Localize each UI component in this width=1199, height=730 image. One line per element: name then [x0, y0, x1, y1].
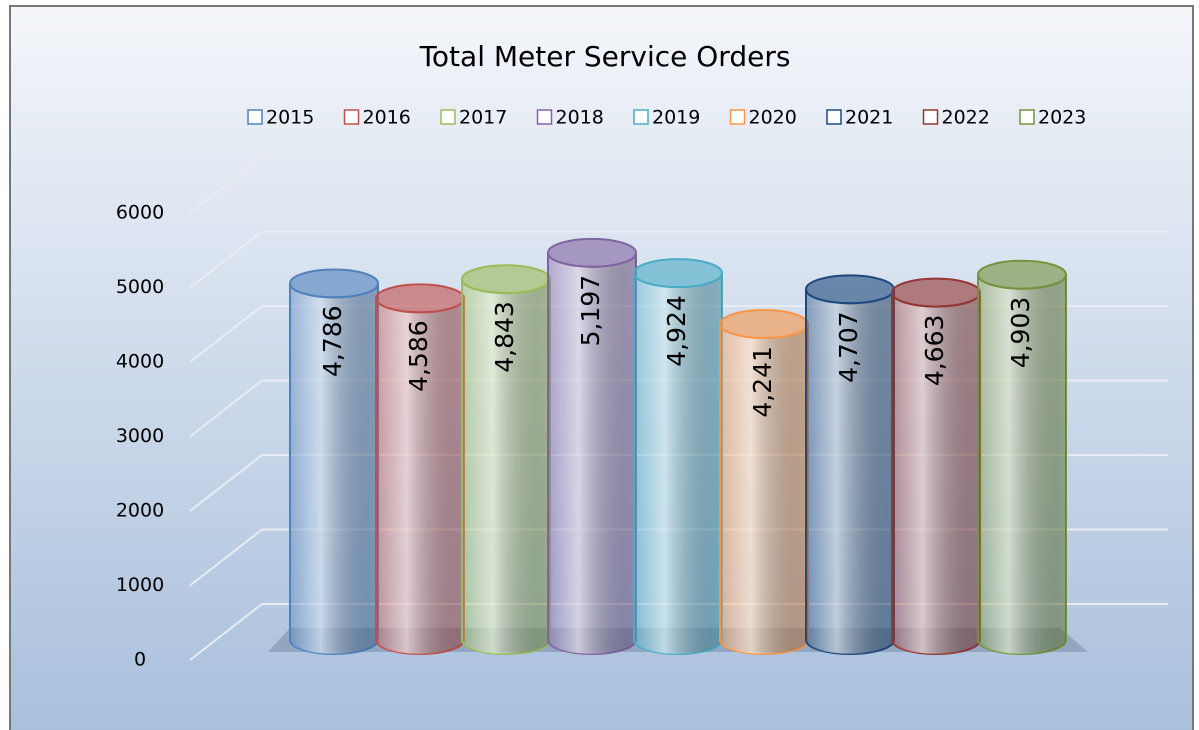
legend-label: 2016 — [363, 107, 411, 129]
cylinder-shine — [462, 279, 550, 654]
legend-swatch — [729, 109, 746, 125]
y-tick-label: 1000 — [116, 574, 164, 596]
cylinder-shine — [978, 274, 1066, 654]
cylinder-top — [891, 277, 981, 308]
cylinder: 5,197 — [547, 237, 637, 655]
legend-swatch — [343, 109, 360, 125]
cylinder-shine — [548, 252, 636, 655]
data-label: 4,586 — [404, 320, 433, 392]
cylinder: 4,843 — [461, 264, 551, 655]
legend-swatch — [440, 109, 456, 125]
y-tick-label: 0 — [134, 649, 146, 671]
y-tick-label: 2000 — [116, 500, 164, 522]
cylinder-top — [375, 283, 465, 314]
cylinder-shine — [720, 324, 808, 654]
legend-swatch — [922, 109, 939, 125]
cylinder: 4,707 — [805, 274, 895, 655]
legend-swatch — [247, 109, 263, 125]
legend-swatch — [536, 109, 553, 125]
data-label: 4,786 — [318, 305, 347, 377]
cylinder: 4,903 — [977, 259, 1067, 655]
cylinder-top — [805, 274, 895, 305]
cylinder-shine — [376, 298, 465, 654]
cylinder: 4,924 — [633, 258, 723, 655]
cylinder-shine — [806, 289, 894, 654]
y-tick-label: 5000 — [116, 276, 164, 298]
cylinder-shine — [634, 273, 722, 654]
grid-line — [189, 156, 1168, 214]
cylinder-shine — [892, 292, 980, 654]
legend-swatch — [633, 109, 649, 125]
legend-label: 2020 — [749, 107, 797, 129]
chart-title: Total Meter Service Orders — [419, 40, 791, 73]
y-tick-label: 6000 — [116, 202, 164, 224]
data-label: 4,707 — [834, 311, 863, 383]
data-label: 4,903 — [1006, 297, 1035, 369]
cylinder: 4,586 — [375, 283, 465, 655]
y-tick-label: 4000 — [116, 351, 164, 373]
data-label: 4,663 — [920, 315, 949, 387]
legend-swatch — [1019, 109, 1035, 125]
cylinder-top — [977, 259, 1067, 290]
y-tick-label: 3000 — [116, 425, 164, 447]
legend-label: 2018 — [556, 107, 604, 129]
legend-label: 2017 — [459, 107, 507, 129]
legend-label: 2015 — [266, 107, 314, 129]
cylinder: 4,786 — [289, 268, 379, 655]
cylinder-top — [547, 237, 637, 268]
cylinder-top — [461, 264, 551, 295]
data-label: 4,924 — [662, 295, 691, 367]
legend-label: 2022 — [942, 107, 990, 129]
data-label: 4,843 — [490, 301, 519, 373]
cylinder-top — [633, 258, 723, 289]
legend-label: 2021 — [845, 107, 893, 129]
legend-swatch — [826, 109, 842, 125]
grid-line — [189, 230, 1168, 289]
data-label: 4,241 — [748, 346, 777, 418]
legend-label: 2023 — [1038, 107, 1086, 129]
cylinder-shine — [290, 283, 378, 654]
data-label: 5,197 — [576, 275, 605, 347]
cylinder: 4,241 — [719, 309, 809, 655]
cylinder-top — [289, 268, 379, 299]
legend-label: 2019 — [652, 107, 700, 129]
cylinder-top — [719, 309, 809, 340]
cylinder: 4,663 — [891, 277, 981, 655]
